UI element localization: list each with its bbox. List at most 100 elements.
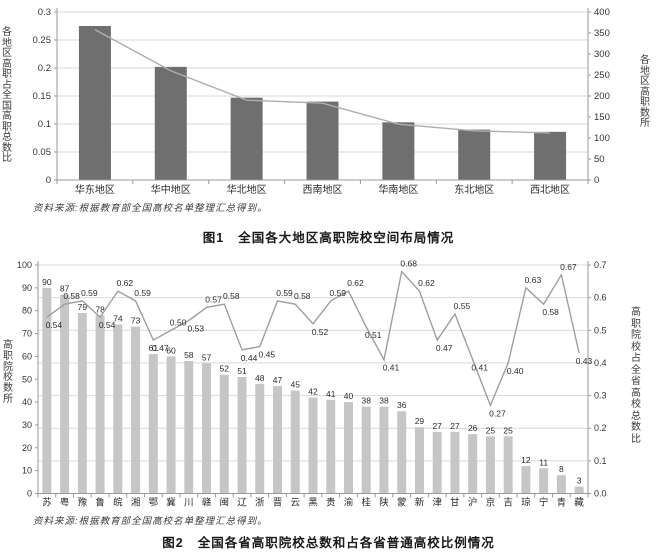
category-label: 新 — [415, 497, 425, 509]
bar-value-label: 79 — [78, 302, 88, 312]
category-label: 云 — [291, 498, 301, 509]
category-label: 贵 — [326, 497, 336, 509]
line-value-label: 0.54 — [99, 320, 116, 330]
bar-value-label: 90 — [42, 277, 52, 287]
bar — [131, 326, 141, 494]
bar-value-label: 52 — [220, 364, 230, 374]
category-label: 华南地区 — [378, 183, 418, 196]
bar — [574, 486, 584, 494]
line-value-label: 0.59 — [276, 288, 293, 298]
bar-value-label: 78 — [95, 304, 105, 314]
bar — [60, 294, 70, 494]
left-axis-tick: 0.1 — [38, 119, 51, 130]
line-value-label: 0.50 — [170, 317, 187, 327]
line-value-label: 0.52 — [312, 327, 329, 337]
bar-value-label: 57 — [202, 352, 212, 362]
bar-value-label: 40 — [344, 391, 354, 401]
left-axis-tick: 100 — [17, 260, 32, 270]
bar — [95, 315, 105, 494]
bar — [290, 390, 300, 494]
category-label: 桂 — [361, 497, 371, 509]
line-value-label: 0.62 — [117, 278, 134, 288]
right-axis-tick: 0.1 — [594, 456, 607, 466]
category-label: 华东地区 — [75, 183, 115, 196]
bar-value-label: 51 — [237, 366, 247, 376]
bar — [42, 287, 52, 494]
category-label: 蒙 — [397, 497, 407, 509]
category-label: 华中地区 — [151, 183, 191, 196]
category-label: 闽 — [220, 497, 230, 509]
bar-value-label: 3 — [577, 476, 582, 486]
bar — [306, 101, 339, 180]
bar — [219, 374, 229, 494]
bar-value-label: 38 — [379, 396, 389, 406]
line-value-label: 0.44 — [241, 353, 258, 363]
category-label: 沪 — [468, 497, 478, 509]
bar — [77, 312, 87, 494]
category-label: 黑 — [308, 498, 318, 509]
bar-value-label: 74 — [113, 313, 123, 323]
axis-tick-labels: 10090807060504030201000.70.60.50.40.30.2… — [17, 260, 607, 499]
left-axis-tick: 50 — [22, 374, 32, 384]
right-axis-tick: 50 — [594, 154, 605, 165]
category-label: 浙 — [255, 497, 265, 509]
bar — [308, 397, 318, 494]
bar — [326, 399, 336, 494]
category-label: 甘 — [450, 497, 460, 509]
figure2-caption: 图2 全国各省高职院校总数和占各省普通高校比例情况 — [0, 532, 657, 551]
category-label: 辽 — [237, 497, 247, 509]
category-label: 宁 — [539, 497, 549, 509]
bar — [534, 131, 567, 180]
figure2-caption-label: 图2 — [162, 536, 184, 550]
category-label: 津 — [432, 498, 442, 509]
figure1-caption-text: 全国各大地区高职院校空间布局情况 — [238, 231, 455, 245]
bar — [230, 97, 263, 180]
left-axis-tick: 80 — [22, 306, 32, 316]
line-value-label: 0.51 — [365, 330, 382, 340]
right-axis-tick: 0.5 — [594, 325, 607, 335]
category-label: 青 — [557, 497, 567, 509]
bar — [432, 431, 442, 494]
category-label: 琼 — [521, 497, 531, 509]
line-value-label: 0.62 — [418, 278, 435, 288]
category-label: 皖 — [113, 497, 123, 509]
bar — [521, 466, 531, 494]
bar — [361, 406, 371, 494]
right-axis-tick: 0 — [594, 175, 599, 186]
bar — [154, 66, 187, 180]
figure2-source-note: 资料来源:根据教育部全国高校名单整理汇总得到。 — [33, 516, 268, 527]
left-axis-tick: 30 — [22, 420, 32, 430]
right-axis-tick: 0.2 — [594, 423, 607, 433]
line-value-label: 0.27 — [489, 408, 506, 418]
line-value-label: 0.63 — [525, 275, 542, 285]
bar-value-label: 87 — [60, 284, 70, 294]
right-axis-tick: 150 — [594, 112, 610, 123]
bar-value-label: 73 — [131, 316, 141, 326]
bar — [343, 402, 353, 494]
line-value-label: 0.59 — [329, 288, 346, 298]
bar — [78, 26, 111, 180]
bar — [485, 436, 495, 494]
category-label: 陕 — [379, 497, 389, 509]
left-axis-tick: 10 — [22, 466, 32, 476]
figure1-left-axis-title: 各 地 区 高 职 占 全 国 高 职 总 数 比 — [2, 27, 12, 164]
line-series — [46, 270, 580, 408]
axis-tick-labels: 0.3 0.25 0.2 0.15 0.1 0.05 0 400 350 300 250 200 150… — [33, 7, 610, 186]
bar — [202, 363, 212, 494]
line-value-label: 0.57 — [205, 294, 222, 304]
left-axis-tick: 70 — [22, 329, 32, 339]
right-axis-tick: 200 — [594, 91, 610, 102]
left-axis-tick: 0 — [46, 175, 51, 186]
bar — [379, 406, 389, 494]
right-axis-tick: 100 — [594, 133, 610, 144]
right-axis-tick: 0.0 — [594, 489, 607, 499]
figure2-plot-area: 10090807060504030201000.70.60.50.40.30.2… — [17, 259, 607, 509]
bar — [148, 354, 158, 494]
axes — [35, 261, 591, 498]
category-label: 藏 — [574, 497, 584, 509]
line-value-label: 0.68 — [400, 259, 417, 269]
line-value-label: 0.62 — [347, 278, 364, 288]
line-value-label: 0.59 — [134, 288, 151, 298]
bar-value-label: 25 — [503, 425, 513, 435]
bar-series — [78, 26, 567, 180]
